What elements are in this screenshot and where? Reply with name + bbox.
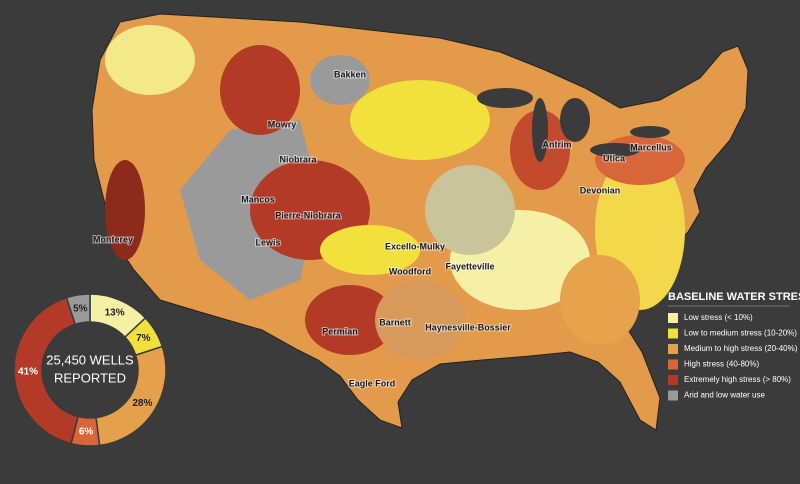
play-label: Woodford	[389, 266, 431, 276]
lake	[532, 98, 548, 162]
lake	[560, 98, 590, 142]
lake	[477, 88, 533, 108]
donut-chart: 13% 7% 28% 6% 41% 5% 25,450 WELLS REPORTED	[13, 293, 167, 447]
region	[105, 25, 195, 95]
region	[350, 80, 490, 160]
legend-swatch	[668, 313, 678, 323]
region	[425, 165, 515, 255]
play-label: Excello-Mulky	[385, 241, 445, 251]
legend: BASELINE WATER STRESS Low stress (< 10%)…	[668, 291, 800, 401]
play-label: Fayetteville	[445, 261, 494, 271]
legend-label: High stress (40-80%)	[684, 360, 759, 369]
play-label: Lewis	[255, 237, 280, 247]
region	[105, 160, 145, 260]
donut-hole	[43, 323, 137, 417]
segment-label: 13%	[105, 308, 125, 319]
segment-label: 28%	[132, 398, 152, 409]
region	[310, 55, 370, 105]
great-lakes	[477, 88, 670, 162]
region	[220, 45, 300, 135]
segment-label: 5%	[73, 303, 88, 314]
legend-swatch	[668, 390, 678, 401]
region	[305, 285, 395, 355]
legend-swatch	[668, 328, 678, 339]
lake	[590, 143, 640, 157]
donut-segment	[13, 296, 79, 445]
legend-swatch	[668, 344, 678, 354]
lake	[630, 126, 670, 138]
play-label: Pierre-Niobrara	[275, 210, 342, 220]
play-label: Niobrara	[279, 154, 317, 164]
region	[560, 255, 640, 345]
donut-segment	[65, 293, 91, 326]
play-label: Bakken	[334, 69, 366, 79]
play-label: Monterey	[93, 234, 133, 244]
shale-play-labels: Bakken Mowry Niobrara Mancos Lewis Pierre-Nio…	[92, 68, 673, 389]
play-label: Haynesville-Bossier	[425, 322, 511, 332]
play-label: Mowry	[268, 119, 297, 129]
legend-label: Medium to high stress (20-40%)	[684, 344, 798, 353]
legend-title: BASELINE WATER STRESS	[668, 291, 800, 303]
play-label: Devonian	[580, 185, 621, 195]
stress-regions	[105, 25, 685, 360]
region	[320, 225, 420, 275]
legend-label: Extremely high stress (> 80%)	[684, 375, 791, 384]
legend-label: Low to medium stress (10-20%)	[684, 329, 797, 338]
legend-label: Arid and low water use	[684, 391, 765, 400]
segment-label: 6%	[79, 427, 94, 438]
play-label: Antrim	[543, 139, 572, 149]
play-label: Mancos	[241, 194, 275, 204]
play-label: Utica	[603, 153, 626, 163]
legend-label: Low stress (< 10%)	[684, 313, 753, 322]
center-label: 25,450 WELLS	[46, 352, 134, 367]
play-label: Eagle Ford	[349, 378, 396, 388]
legend-swatch	[668, 375, 678, 385]
center-label: REPORTED	[54, 370, 126, 385]
legend-swatch	[668, 359, 678, 370]
segment-label: 41%	[18, 367, 38, 378]
segment-label: 7%	[136, 333, 151, 344]
play-label: Barnett	[379, 317, 411, 327]
region	[375, 280, 465, 360]
play-label: Permian	[322, 326, 358, 336]
play-label: Marcellus	[630, 142, 672, 152]
